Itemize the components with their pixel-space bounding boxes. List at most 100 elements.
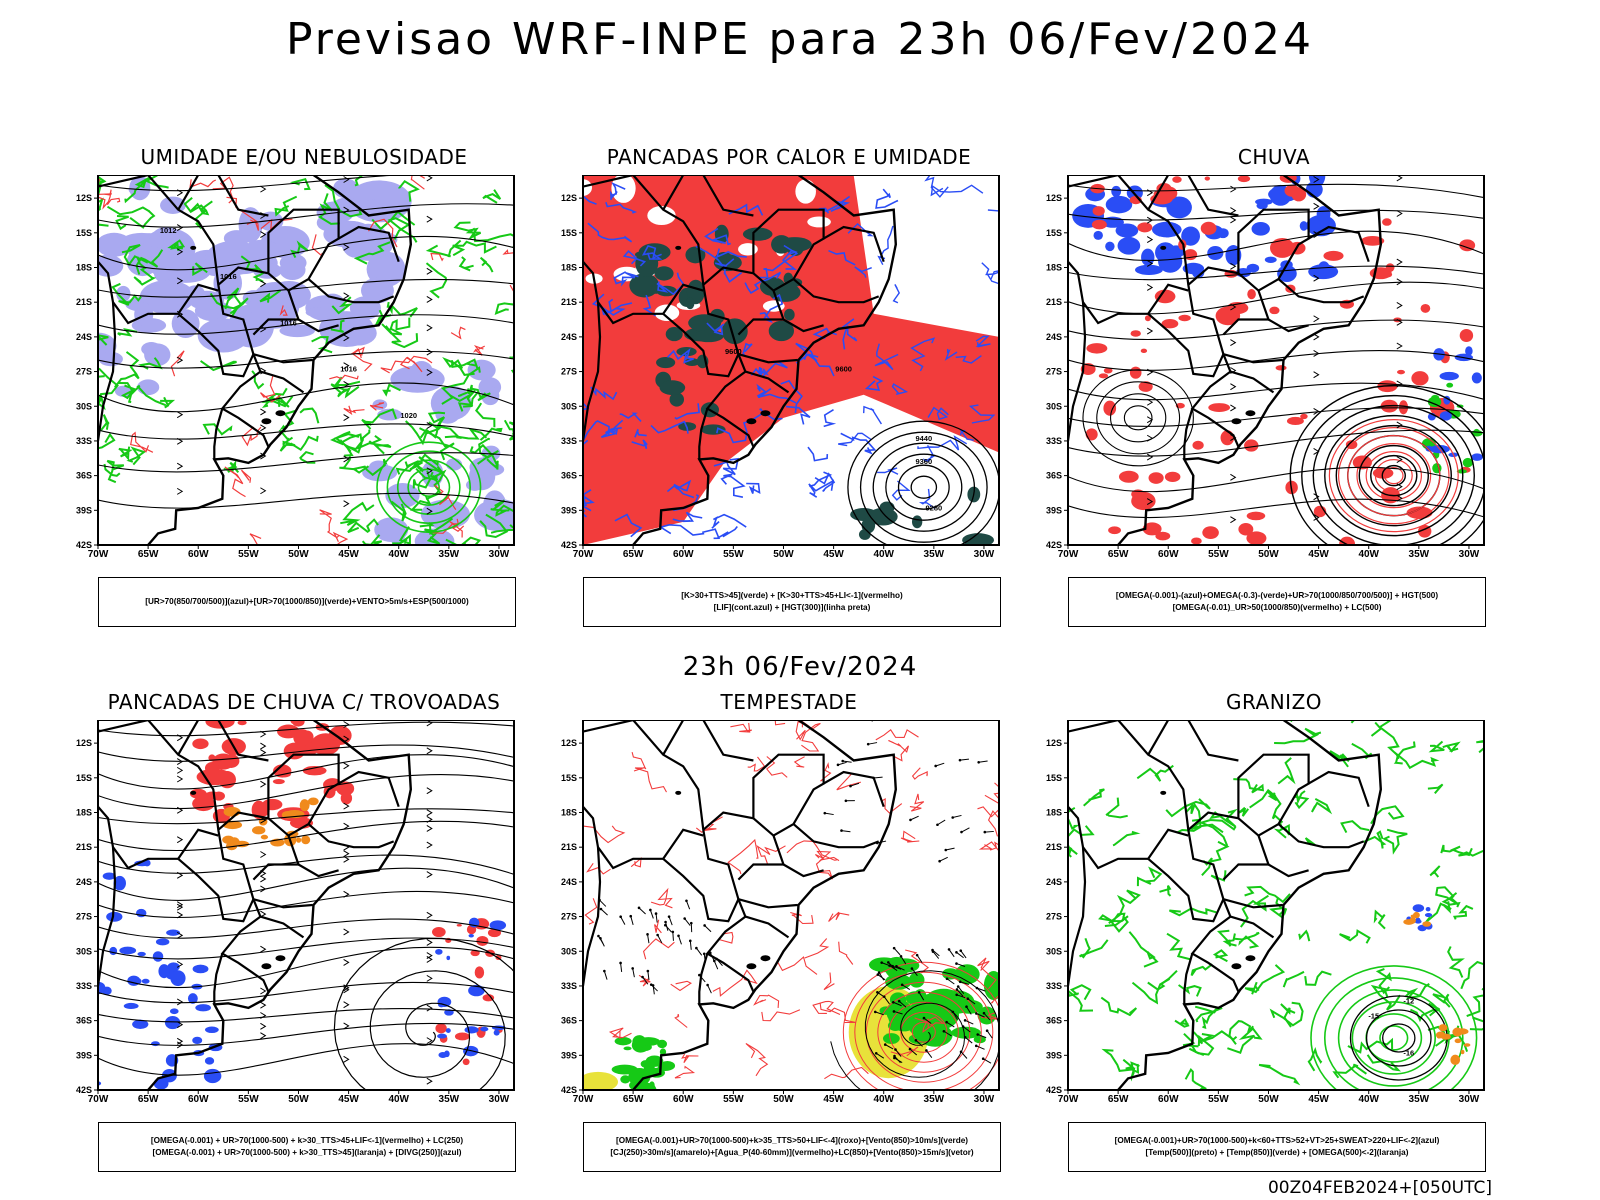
lat-label: 21S <box>1046 297 1062 307</box>
lat-label: 24S <box>561 332 577 342</box>
contour-label: 9600 <box>835 365 852 374</box>
legend-line-1: [K>30+TTS>45](verde) + [K>30+TTS>45+LI<-… <box>681 591 903 600</box>
map-tempestade: 12S 15S 18S 21S 24S 27S 30S 33S 36S 39S 42S 70W 65W 6… <box>549 720 1029 1140</box>
lat-label: 18S <box>76 808 92 818</box>
lat-label: 21S <box>561 297 577 307</box>
lon-label: 35W <box>439 549 460 560</box>
lat-label: 39S <box>561 1050 577 1060</box>
lat-label: 24S <box>76 877 92 887</box>
map-umidade: 1012 1016 1016 1016 1020 12S 15S 18S 21S 24S 27S 30… <box>64 175 544 595</box>
lon-label: 30W <box>1459 549 1480 560</box>
lat-label: 39S <box>1046 505 1062 515</box>
lat-label: 15S <box>76 773 92 783</box>
map-chuva: 12S 15S 18S 21S 24S 27S 30S 33S 36S 39S 42S 70W 65W 6… <box>1034 175 1514 595</box>
lon-label: 40W <box>1358 549 1379 560</box>
lon-label: 45W <box>1308 549 1329 560</box>
lat-label: 24S <box>76 332 92 342</box>
lat-label: 42S <box>1046 540 1062 550</box>
contour-label: 1012 <box>160 226 177 235</box>
lon-label: 65W <box>1108 1094 1129 1105</box>
legend-line-1: [OMEGA(-0.001)+UR>70(1000-500)+k<60+TTS>… <box>1114 1136 1440 1145</box>
panel-title: GRANIZO <box>1225 690 1323 714</box>
lon-label: 50W <box>1258 549 1279 560</box>
lat-label: 36S <box>561 1016 577 1026</box>
lon-label: 45W <box>1308 1094 1329 1105</box>
lat-label: 30S <box>561 946 577 956</box>
lon-label: 55W <box>238 549 259 560</box>
legend-tempestade: [OMEGA(-0.001)+UR>70(1000-500)+k>35_TTS>… <box>583 1122 1001 1172</box>
lat-label: 15S <box>1046 228 1062 238</box>
lat-label: 18S <box>1046 808 1062 818</box>
lon-label: 45W <box>338 1094 359 1105</box>
lat-label: 12S <box>1046 738 1062 748</box>
lon-label: 30W <box>489 1094 510 1105</box>
lon-label: 35W <box>924 549 945 560</box>
lon-label: 55W <box>723 1094 744 1105</box>
panel-title: UMIDADE E/OU NEBULOSIDADE <box>140 145 468 169</box>
lat-label: 33S <box>76 981 92 991</box>
map-trovoadas: 12S 15S 18S 21S 24S 27S 30S 33S 36S 39S 42S 70W 65W 6… <box>64 720 544 1140</box>
lat-label: 15S <box>561 773 577 783</box>
panel-title: PANCADAS POR CALOR E UMIDADE <box>606 145 972 169</box>
lat-label: 39S <box>76 505 92 515</box>
lat-label: 12S <box>76 193 92 203</box>
map-svg: 1012101610161016102012S15S18S21S24S27S30… <box>76 175 515 560</box>
lat-label: 33S <box>76 436 92 446</box>
lat-label: 18S <box>561 808 577 818</box>
lon-label: 55W <box>1208 549 1229 560</box>
lat-label: 42S <box>561 540 577 550</box>
lat-label: 27S <box>1046 367 1062 377</box>
lon-label: 70W <box>88 549 109 560</box>
contour-label: -16 <box>1403 1048 1414 1057</box>
contour-label: 1016 <box>340 365 357 374</box>
lat-label: 21S <box>561 842 577 852</box>
lon-label: 50W <box>288 1094 309 1105</box>
panel-title: TEMPESTADE <box>720 690 858 714</box>
lat-label: 24S <box>561 877 577 887</box>
legend-line-2: [OMEGA(-0.01)_UR>50(1000/850)(vermelho) … <box>1172 603 1382 612</box>
lat-label: 36S <box>1046 471 1062 481</box>
legend-line-2: [OMEGA(-0.001) + UR>70(1000-500) + k>30_… <box>152 1148 462 1157</box>
lat-label: 30S <box>76 946 92 956</box>
lat-label: 36S <box>561 471 577 481</box>
lon-label: 60W <box>1158 1094 1179 1105</box>
lat-label: 12S <box>1046 193 1062 203</box>
legend-line-1: [OMEGA(-0.001)+UR>70(1000-500)+k>35_TTS>… <box>616 1136 968 1145</box>
lon-label: 45W <box>823 549 844 560</box>
run-time-label: 00Z04FEB2024+[050UTC] <box>1267 1178 1492 1198</box>
lon-label: 50W <box>773 1094 794 1105</box>
legend-line-1: [UR>70(850/700/500)](azul)+[UR>70(1000/8… <box>145 597 469 606</box>
lat-label: 12S <box>561 738 577 748</box>
lat-label: 36S <box>76 471 92 481</box>
lat-label: 30S <box>76 401 92 411</box>
lat-label: 18S <box>1046 263 1062 273</box>
lat-label: 15S <box>1046 773 1062 783</box>
lon-label: 60W <box>673 1094 694 1105</box>
lat-label: 30S <box>1046 946 1062 956</box>
lon-label: 35W <box>924 1094 945 1105</box>
contour-label: 1020 <box>400 411 417 420</box>
lon-label: 50W <box>773 549 794 560</box>
lon-label: 55W <box>1208 1094 1229 1105</box>
lat-label: 27S <box>1046 912 1062 922</box>
lon-label: 40W <box>873 1094 894 1105</box>
lat-label: 18S <box>76 263 92 273</box>
lon-label: 40W <box>873 549 894 560</box>
legend-trovoadas: [OMEGA(-0.001) + UR>70(1000-500) + k>30_… <box>98 1122 516 1172</box>
lon-label: 60W <box>1158 549 1179 560</box>
lat-label: 42S <box>561 1085 577 1095</box>
legend-pancadas-calor: [K>30+TTS>45](verde) + [K>30+TTS>45+LI<-… <box>583 577 1001 627</box>
contour-label: 9280 <box>925 503 942 512</box>
lon-label: 40W <box>388 549 409 560</box>
legend-umidade: [UR>70(850/700/500)](azul)+[UR>70(1000/8… <box>98 577 516 627</box>
legend-granizo: [OMEGA(-0.001)+UR>70(1000-500)+k<60+TTS>… <box>1068 1122 1486 1172</box>
lon-label: 30W <box>1459 1094 1480 1105</box>
lon-label: 70W <box>573 549 594 560</box>
lat-label: 39S <box>1046 1050 1062 1060</box>
lat-label: 39S <box>76 1050 92 1060</box>
map-granizo: -12 -15 -16 12S 15S 18S 21S 24S 27S 30S 33S 36S 39S 4… <box>1034 720 1514 1140</box>
lon-label: 70W <box>1058 1094 1079 1105</box>
lon-label: 65W <box>623 1094 644 1105</box>
